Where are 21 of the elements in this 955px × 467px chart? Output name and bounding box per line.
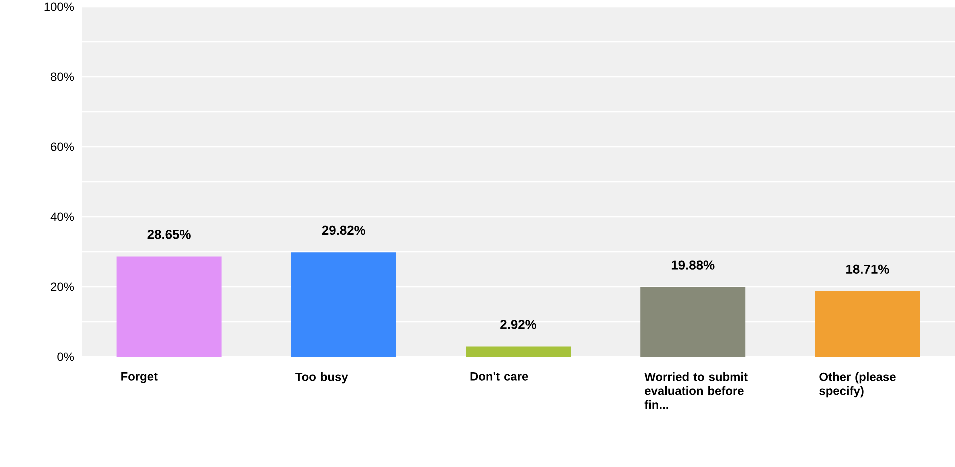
y-tick-label: 20% (51, 282, 74, 292)
data-label: 2.92% (500, 320, 537, 330)
data-label: 19.88% (672, 260, 715, 270)
bar (116, 256, 222, 357)
bar (640, 287, 746, 357)
bar (466, 346, 572, 357)
bar (291, 252, 396, 357)
x-tick-label: Other (please specify) (820, 372, 896, 398)
y-tick-label: 40% (50, 212, 74, 222)
data-label: 28.65% (148, 230, 191, 240)
x-tick-label: Too busy (296, 372, 348, 384)
x-tick-label: Don't care (470, 372, 528, 381)
x-tick-label: Worried to submit evaluation before fin... (644, 372, 748, 410)
y-tick-label: 0% (58, 352, 74, 362)
bar (815, 292, 920, 357)
y-tick-label: 80% (51, 72, 74, 82)
y-tick-label: 100% (44, 2, 74, 12)
data-label: 29.82% (322, 226, 366, 236)
y-tick-label: 60% (51, 142, 74, 152)
x-tick-label: Forget (122, 372, 158, 384)
data-label: 18.71% (846, 264, 890, 274)
